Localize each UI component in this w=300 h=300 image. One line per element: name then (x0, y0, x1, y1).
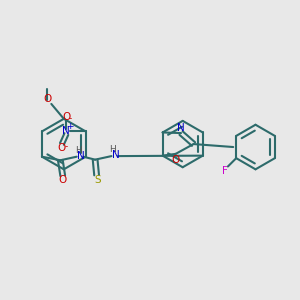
Text: O: O (62, 112, 70, 122)
Text: -: - (65, 142, 68, 151)
Text: +: + (66, 122, 74, 130)
Text: H: H (110, 145, 116, 154)
Text: O: O (58, 175, 67, 185)
Text: N: N (112, 151, 119, 160)
Text: N: N (177, 123, 185, 133)
Text: H: H (75, 146, 82, 154)
Text: N: N (77, 151, 85, 161)
Text: -: - (69, 114, 72, 123)
Text: O: O (172, 154, 180, 164)
Text: O: O (43, 94, 52, 104)
Text: S: S (94, 175, 101, 185)
Text: O: O (58, 143, 66, 153)
Text: N: N (62, 126, 70, 136)
Text: F: F (222, 166, 228, 176)
